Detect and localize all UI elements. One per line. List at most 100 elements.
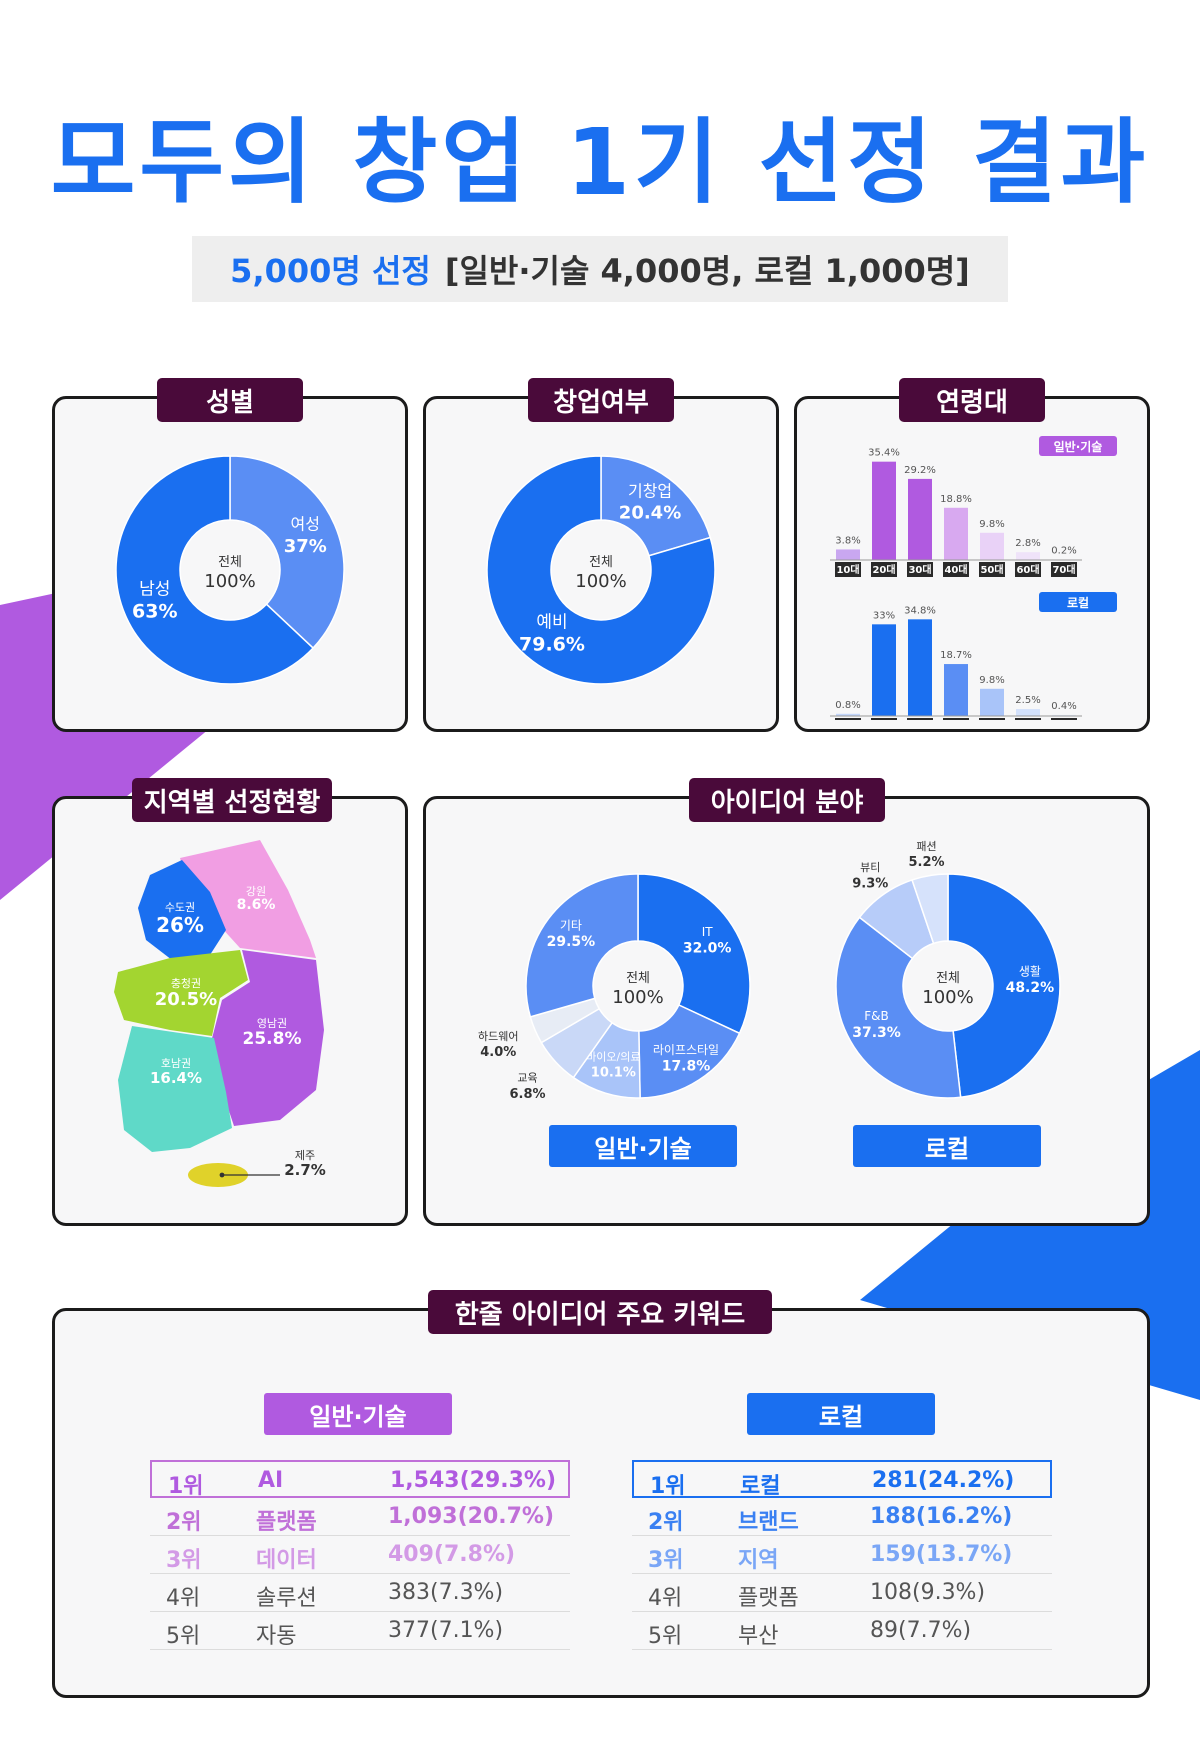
slice-value: 32.0%	[683, 941, 732, 957]
region-panel-label: 지역별 선정현황	[132, 778, 332, 822]
bar	[908, 619, 932, 716]
bar-value-label: 2.8%	[1015, 538, 1040, 549]
rank-cell: 3위	[166, 1548, 202, 1573]
region-label-영남권: 영남권 25.8%	[222, 1017, 322, 1050]
category-tag	[1015, 718, 1041, 720]
slice-value: 63%	[132, 600, 177, 622]
bar	[980, 688, 1004, 716]
keyword-cell: 로컬	[740, 1474, 781, 1499]
slice-label: F&B	[864, 1009, 889, 1023]
gender-panel-label: 성별	[157, 378, 303, 422]
subtitle-rest: [일반·기술 4,000명, 로컬 1,000명]	[444, 252, 970, 290]
keyword-cell: 데이터	[256, 1548, 317, 1573]
region-value: 2.7%	[284, 1161, 326, 1180]
bar-value-label: 0.8%	[835, 700, 860, 711]
rank-cell: 5위	[648, 1624, 683, 1649]
page-title: 모두의 창업 1기 선정 결과	[50, 109, 1150, 216]
subtitle-highlight: 5,000명 선정	[230, 252, 431, 290]
slice-label: 예비	[536, 613, 567, 633]
region-label-충청권: 충청권 20.5%	[136, 977, 236, 1011]
region-name: 수도권	[164, 901, 196, 914]
age-panel-label: 연령대	[899, 378, 1045, 422]
region-name: 영남권	[256, 1017, 288, 1030]
bar-value-label: 3.8%	[835, 535, 860, 546]
slice-value: 37%	[284, 536, 327, 557]
category-label: 60대	[1016, 563, 1039, 576]
idea-general-donut: IT 32.0% 라이프스타일 17.8% 바이오/의료 10.1% 교육 6.8% 하드웨어 4…	[478, 873, 751, 1102]
slice-label: 생활	[1019, 964, 1041, 978]
region-yeongnam-shape	[210, 950, 324, 1126]
slice-label: 하드웨어	[478, 1029, 518, 1043]
donut-center-value: 100%	[612, 987, 663, 1008]
bar-value-label: 18.8%	[940, 494, 972, 505]
slice-생활	[947, 873, 1061, 1099]
region-gangwon-shape	[180, 840, 316, 958]
slice-label: IT	[702, 925, 714, 939]
slice-value: 9.3%	[852, 876, 888, 891]
region-honam-shape	[118, 1026, 232, 1152]
legend-swatch	[1039, 592, 1117, 612]
keywords-panel	[52, 1308, 1150, 1698]
category-label: 50대	[980, 563, 1003, 576]
table-row: 4위 솔루션 383(7.3%)	[150, 1574, 570, 1612]
category-label: 70대	[1052, 563, 1075, 576]
subtitle-bar: 5,000명 선정 [일반·기술 4,000명, 로컬 1,000명]	[192, 236, 1008, 302]
slice-label: 기타	[560, 918, 582, 932]
table-row: 1위 로컬 281(24.2%)	[632, 1460, 1052, 1499]
region-value: 16.4%	[149, 1069, 203, 1088]
slice-여성	[229, 455, 345, 650]
bar	[1052, 714, 1076, 716]
rank-cell: 4위	[166, 1586, 201, 1611]
bar	[944, 507, 968, 560]
region-value: 20.5%	[154, 989, 218, 1011]
region-jeju-shape	[188, 1163, 248, 1187]
keyword-cell: 플랫폼	[738, 1586, 799, 1611]
slice-value: 17.8%	[662, 1059, 711, 1075]
bar	[836, 549, 860, 560]
region-label-호남권: 호남권 16.4%	[126, 1057, 226, 1088]
region-value: 8.6%	[236, 897, 276, 914]
bar-value-label: 35.4%	[868, 448, 900, 459]
rank-cell: 2위	[648, 1510, 684, 1535]
bar-value-label: 33%	[873, 610, 895, 621]
donut-center-label: 전체	[218, 555, 242, 570]
slice-label: 바이오/의료	[586, 1050, 640, 1063]
table-row: 1위 AI 1,543(29.3%)	[150, 1460, 570, 1499]
category-tag	[943, 718, 969, 720]
value-cell: 1,543(29.3%)	[390, 1468, 557, 1493]
rank-cell: 4위	[648, 1586, 683, 1611]
category-tag	[871, 718, 897, 720]
region-label-제주: 제주 2.7%	[255, 1149, 355, 1180]
slice-label: 남성	[139, 580, 170, 600]
slice-label: 라이프스타일	[653, 1043, 719, 1057]
slice-value: 29.5%	[547, 934, 596, 950]
slice-value: 5.2%	[909, 855, 945, 870]
region-name: 충청권	[170, 977, 202, 990]
keyword-cell: 솔루션	[256, 1586, 317, 1611]
keywords-panel-label: 한줄 아이디어 주요 키워드	[428, 1290, 772, 1334]
category-label: 10대	[836, 563, 859, 576]
bar	[908, 478, 932, 560]
region-value: 25.8%	[242, 1029, 302, 1050]
region-label-수도권: 수도권 26%	[130, 901, 230, 936]
table-row: 2위 브랜드 188(16.2%)	[632, 1498, 1052, 1536]
table-row: 5위 부산 89(7.7%)	[632, 1612, 1052, 1650]
slice-남성	[115, 455, 315, 685]
region-name: 강원	[245, 885, 267, 898]
category-tag	[907, 718, 933, 720]
value-cell: 159(13.7%)	[870, 1542, 1013, 1567]
value-cell: 383(7.3%)	[388, 1580, 504, 1605]
rank-cell: 5위	[166, 1624, 201, 1649]
slice-label: 패션	[916, 840, 936, 853]
category-tag	[943, 562, 969, 577]
keyword-cell: 자동	[256, 1624, 297, 1649]
keywords-general-table: 1위 AI 1,543(29.3%) 2위 플랫폼 1,093(20.7%) 3…	[150, 1460, 570, 1650]
bar-value-label: 0.2%	[1051, 545, 1076, 556]
bar	[836, 713, 860, 716]
slice-value: 6.8%	[510, 1087, 546, 1102]
category-label: 40대	[944, 563, 967, 576]
slice-value: 4.0%	[480, 1045, 516, 1060]
